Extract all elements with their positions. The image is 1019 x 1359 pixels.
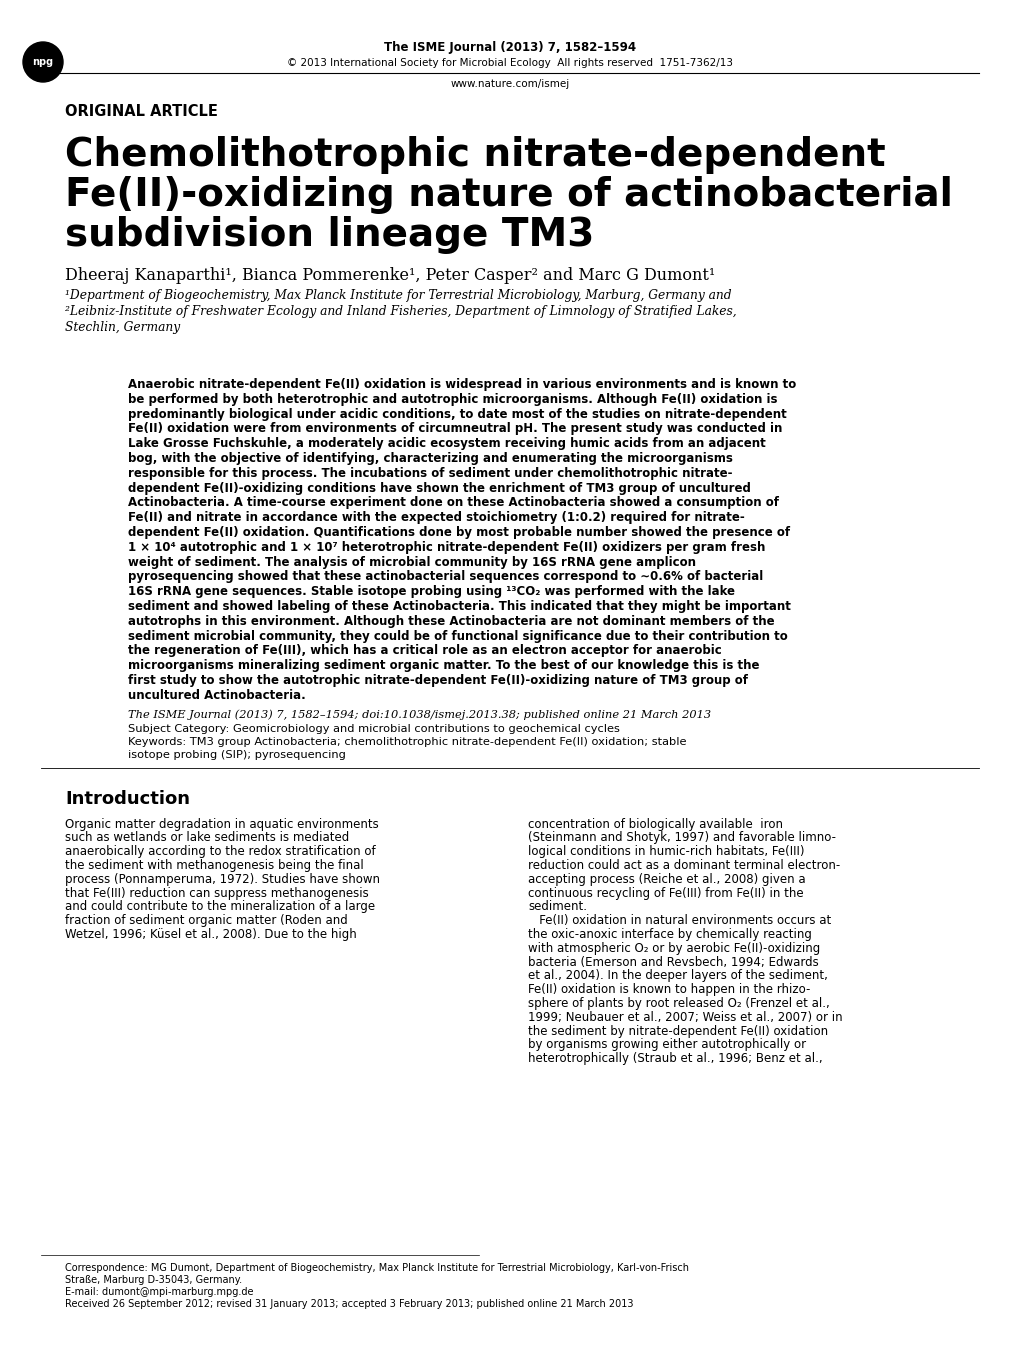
- Text: Keywords: TM3 group Actinobacteria; chemolithotrophic nitrate-dependent Fe(II) o: Keywords: TM3 group Actinobacteria; chem…: [127, 737, 686, 746]
- Text: dependent Fe(II)-oxidizing conditions have shown the enrichment of TM3 group of : dependent Fe(II)-oxidizing conditions ha…: [127, 481, 750, 495]
- Text: Dheeraj Kanaparthi¹, Bianca Pommerenke¹, Peter Casper² and Marc G Dumont¹: Dheeraj Kanaparthi¹, Bianca Pommerenke¹,…: [65, 266, 714, 284]
- Text: Anaerobic nitrate-dependent Fe(II) oxidation is widespread in various environmen: Anaerobic nitrate-dependent Fe(II) oxida…: [127, 378, 796, 391]
- Text: Organic matter degradation in aquatic environments: Organic matter degradation in aquatic en…: [65, 818, 378, 830]
- Text: Chemolithotrophic nitrate-dependent: Chemolithotrophic nitrate-dependent: [65, 136, 884, 174]
- Text: concentration of biologically available  iron: concentration of biologically available …: [528, 818, 783, 830]
- Text: pyrosequencing showed that these actinobacterial sequences correspond to ∼0.6% o: pyrosequencing showed that these actinob…: [127, 571, 762, 583]
- Text: Actinobacteria. A time-course experiment done on these Actinobacteria showed a c: Actinobacteria. A time-course experiment…: [127, 496, 779, 510]
- Text: accepting process (Reiche et al., 2008) given a: accepting process (Reiche et al., 2008) …: [528, 872, 805, 886]
- Text: predominantly biological under acidic conditions, to date most of the studies on: predominantly biological under acidic co…: [127, 408, 786, 420]
- Text: Correspondence: MG Dumont, Department of Biogeochemistry, Max Planck Institute f: Correspondence: MG Dumont, Department of…: [65, 1263, 688, 1273]
- Text: E-mail: dumont@mpi-marburg.mpg.de: E-mail: dumont@mpi-marburg.mpg.de: [65, 1287, 254, 1296]
- Text: 1 × 10⁴ autotrophic and 1 × 10⁷ heterotrophic nitrate-dependent Fe(II) oxidizers: 1 × 10⁴ autotrophic and 1 × 10⁷ heterotr…: [127, 541, 764, 554]
- Text: subdivision lineage TM3: subdivision lineage TM3: [65, 216, 594, 254]
- Text: with atmospheric O₂ or by aerobic Fe(II)-oxidizing: with atmospheric O₂ or by aerobic Fe(II)…: [528, 942, 819, 955]
- Text: fraction of sediment organic matter (Roden and: fraction of sediment organic matter (Rod…: [65, 915, 347, 927]
- Text: that Fe(III) reduction can suppress methanogenesis: that Fe(III) reduction can suppress meth…: [65, 886, 369, 900]
- Text: © 2013 International Society for Microbial Ecology  All rights reserved  1751-73: © 2013 International Society for Microbi…: [286, 58, 733, 68]
- Text: Straße, Marburg D-35043, Germany.: Straße, Marburg D-35043, Germany.: [65, 1275, 242, 1286]
- Text: sediment.: sediment.: [528, 901, 586, 913]
- Text: 16S rRNA gene sequences. Stable isotope probing using ¹³CO₂ was performed with t: 16S rRNA gene sequences. Stable isotope …: [127, 586, 735, 598]
- Text: logical conditions in humic-rich habitats, Fe(III): logical conditions in humic-rich habitat…: [528, 845, 804, 858]
- Text: the sediment by nitrate-dependent Fe(II) oxidation: the sediment by nitrate-dependent Fe(II)…: [528, 1025, 827, 1038]
- Text: be performed by both heterotrophic and autotrophic microorganisms. Although Fe(I: be performed by both heterotrophic and a…: [127, 393, 776, 406]
- Text: microorganisms mineralizing sediment organic matter. To the best of our knowledg: microorganisms mineralizing sediment org…: [127, 659, 759, 673]
- Text: npg: npg: [33, 57, 54, 67]
- Text: the oxic-anoxic interface by chemically reacting: the oxic-anoxic interface by chemically …: [528, 928, 811, 940]
- Text: such as wetlands or lake sediments is mediated: such as wetlands or lake sediments is me…: [65, 832, 348, 844]
- Text: Introduction: Introduction: [65, 790, 190, 807]
- Ellipse shape: [23, 42, 63, 82]
- Text: the sediment with methanogenesis being the final: the sediment with methanogenesis being t…: [65, 859, 364, 872]
- Text: Fe(II) oxidation in natural environments occurs at: Fe(II) oxidation in natural environments…: [528, 915, 830, 927]
- Text: dependent Fe(II) oxidation. Quantifications done by most probable number showed : dependent Fe(II) oxidation. Quantificati…: [127, 526, 790, 540]
- Text: 1999; Neubauer et al., 2007; Weiss et al., 2007) or in: 1999; Neubauer et al., 2007; Weiss et al…: [528, 1011, 842, 1023]
- Text: The ISME Journal (2013) 7, 1582–1594; doi:10.1038/ismej.2013.38; published onlin: The ISME Journal (2013) 7, 1582–1594; do…: [127, 709, 710, 720]
- Text: process (Ponnamperuma, 1972). Studies have shown: process (Ponnamperuma, 1972). Studies ha…: [65, 872, 380, 886]
- Text: (Steinmann and Shotyk, 1997) and favorable limno-: (Steinmann and Shotyk, 1997) and favorab…: [528, 832, 836, 844]
- Text: the regeneration of Fe(III), which has a critical role as an electron acceptor f: the regeneration of Fe(III), which has a…: [127, 644, 721, 658]
- Text: anaerobically according to the redox stratification of: anaerobically according to the redox str…: [65, 845, 375, 858]
- Text: sediment microbial community, they could be of functional significance due to th: sediment microbial community, they could…: [127, 629, 787, 643]
- Text: sphere of plants by root released O₂ (Frenzel et al.,: sphere of plants by root released O₂ (Fr…: [528, 998, 828, 1010]
- Text: Received 26 September 2012; revised 31 January 2013; accepted 3 February 2013; p: Received 26 September 2012; revised 31 J…: [65, 1299, 633, 1309]
- Text: ORIGINAL ARTICLE: ORIGINAL ARTICLE: [65, 105, 218, 120]
- Text: responsible for this process. The incubations of sediment under chemolithotrophi: responsible for this process. The incuba…: [127, 466, 732, 480]
- Text: Fe(II) and nitrate in accordance with the expected stoichiometry (1:0.2) require: Fe(II) and nitrate in accordance with th…: [127, 511, 744, 525]
- Text: Wetzel, 1996; Küsel et al., 2008). Due to the high: Wetzel, 1996; Küsel et al., 2008). Due t…: [65, 928, 357, 940]
- Text: Lake Grosse Fuchskuhle, a moderately acidic ecosystem receiving humic acids from: Lake Grosse Fuchskuhle, a moderately aci…: [127, 438, 765, 450]
- Text: et al., 2004). In the deeper layers of the sediment,: et al., 2004). In the deeper layers of t…: [528, 969, 827, 983]
- Text: ²Leibniz-Institute of Freshwater Ecology and Inland Fisheries, Department of Lim: ²Leibniz-Institute of Freshwater Ecology…: [65, 304, 736, 318]
- Text: sediment and showed labeling of these Actinobacteria. This indicated that they m: sediment and showed labeling of these Ac…: [127, 601, 790, 613]
- Text: Subject Category: Geomicrobiology and microbial contributions to geochemical cyc: Subject Category: Geomicrobiology and mi…: [127, 723, 620, 734]
- Text: uncultured Actinobacteria.: uncultured Actinobacteria.: [127, 689, 306, 701]
- Text: reduction could act as a dominant terminal electron-: reduction could act as a dominant termin…: [528, 859, 840, 872]
- Text: by organisms growing either autotrophically or: by organisms growing either autotrophica…: [528, 1038, 805, 1052]
- Text: first study to show the autotrophic nitrate-dependent Fe(II)-oxidizing nature of: first study to show the autotrophic nitr…: [127, 674, 747, 688]
- Text: www.nature.com/ismej: www.nature.com/ismej: [450, 79, 569, 88]
- Text: bacteria (Emerson and Revsbech, 1994; Edwards: bacteria (Emerson and Revsbech, 1994; Ed…: [528, 955, 818, 969]
- Text: autotrophs in this environment. Although these Actinobacteria are not dominant m: autotrophs in this environment. Although…: [127, 614, 773, 628]
- Text: Fe(II) oxidation were from environments of circumneutral pH. The present study w: Fe(II) oxidation were from environments …: [127, 423, 782, 435]
- Text: The ISME Journal (2013) 7, 1582–1594: The ISME Journal (2013) 7, 1582–1594: [383, 42, 636, 54]
- Text: and could contribute to the mineralization of a large: and could contribute to the mineralizati…: [65, 901, 375, 913]
- Text: ¹Department of Biogeochemistry, Max Planck Institute for Terrestrial Microbiolog: ¹Department of Biogeochemistry, Max Plan…: [65, 288, 731, 302]
- Text: Fe(II) oxidation is known to happen in the rhizo-: Fe(II) oxidation is known to happen in t…: [528, 983, 809, 996]
- Text: Stechlin, Germany: Stechlin, Germany: [65, 321, 180, 333]
- Text: weight of sediment. The analysis of microbial community by 16S rRNA gene amplico: weight of sediment. The analysis of micr…: [127, 556, 695, 568]
- Text: continuous recycling of Fe(III) from Fe(II) in the: continuous recycling of Fe(III) from Fe(…: [528, 886, 803, 900]
- Text: isotope probing (SIP); pyrosequencing: isotope probing (SIP); pyrosequencing: [127, 750, 345, 760]
- Text: heterotrophically (Straub et al., 1996; Benz et al.,: heterotrophically (Straub et al., 1996; …: [528, 1052, 821, 1065]
- Text: Fe(II)-oxidizing nature of actinobacterial: Fe(II)-oxidizing nature of actinobacteri…: [65, 177, 952, 213]
- Text: bog, with the objective of identifying, characterizing and enumerating the micro: bog, with the objective of identifying, …: [127, 453, 733, 465]
